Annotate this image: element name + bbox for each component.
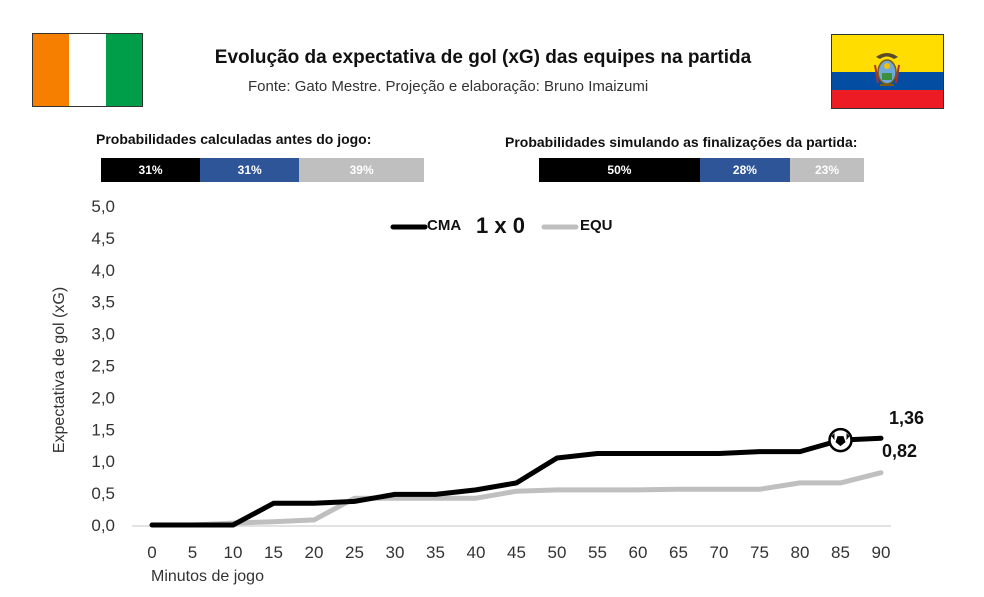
x-tick-label: 25 (345, 543, 364, 562)
pre-game-probabilities-label: Probabilidades calculadas antes do jogo: (96, 131, 372, 147)
ecuador-flag-graphic (832, 35, 943, 108)
x-tick-label: 80 (791, 543, 810, 562)
y-tick-label: 1,5 (91, 420, 115, 439)
x-tick-label: 75 (750, 543, 769, 562)
score-label: 1 x 0 (476, 213, 525, 238)
x-tick-label: 55 (588, 543, 607, 562)
y-tick-label: 0,0 (91, 516, 115, 535)
goal-ball-icon (828, 427, 853, 453)
chart-subtitle: Fonte: Gato Mestre. Projeção e elaboraçã… (248, 78, 649, 95)
legend-cma-label: CMA (427, 217, 461, 234)
pre-game-equ-win-segment: 39% (299, 158, 424, 182)
x-tick-label: 40 (467, 543, 486, 562)
x-tick-label: 45 (507, 543, 526, 562)
x-tick-label: 0 (147, 543, 156, 562)
cma-end-value-label: 1,36 (889, 408, 924, 428)
legend-equ-label: EQU (580, 217, 613, 234)
x-tick-label: 20 (305, 543, 324, 562)
x-tick-label: 65 (669, 543, 688, 562)
equ-end-value-label: 0,82 (882, 441, 917, 461)
flag-stripe-white (69, 34, 106, 106)
coat-of-arms-icon (874, 53, 900, 86)
y-tick-label: 0,5 (91, 484, 115, 503)
simulated-probability-bar: 50% 28% 23% (539, 158, 864, 182)
flag-stripe-red (832, 90, 943, 108)
y-tick-label: 3,5 (91, 293, 115, 312)
series-line-cma (149, 435, 884, 528)
y-tick-label: 3,0 (91, 325, 115, 344)
x-tick-label: 60 (629, 543, 648, 562)
x-tick-label: 35 (426, 543, 445, 562)
series-line-equ (149, 470, 884, 528)
x-tick-label: 90 (872, 543, 891, 562)
x-tick-label: 70 (710, 543, 729, 562)
flag-stripe-green (105, 34, 142, 106)
chart-title: Evolução da expectativa de gol (xG) das … (214, 47, 752, 68)
x-tick-label: 50 (548, 543, 567, 562)
x-tick-label: 30 (386, 543, 405, 562)
pre-game-probability-bar: 31% 31% 39% (101, 158, 424, 182)
y-tick-label: 4,0 (91, 261, 115, 280)
y-tick-label: 4,5 (91, 229, 115, 248)
simulated-equ-win-segment: 23% (789, 158, 864, 182)
x-tick-label: 85 (831, 543, 850, 562)
legend: CMA 1 x 0 EQU (390, 213, 613, 238)
x-tick-label: 10 (224, 543, 243, 562)
ecuador-flag (831, 34, 944, 109)
y-tick-label: 1,0 (91, 452, 115, 471)
y-tick-label: 2,0 (91, 388, 115, 407)
y-axis-label: Expectativa de gol (xG) (51, 287, 68, 453)
x-tick-label: 5 (188, 543, 197, 562)
y-tick-label: 2,5 (91, 357, 115, 376)
simulated-probabilities-label: Probabilidades simulando as finalizações… (505, 134, 858, 150)
x-tick-label: 15 (264, 543, 283, 562)
pre-game-cma-win-segment: 31% (101, 158, 201, 182)
simulated-cma-win-segment: 50% (539, 158, 700, 182)
x-axis-label: Minutos de jogo (151, 568, 264, 585)
simulated-draw-segment: 28% (699, 158, 790, 182)
pre-game-draw-segment: 31% (200, 158, 300, 182)
ivory-coast-flag (32, 33, 143, 107)
y-tick-label: 5,0 (91, 197, 115, 216)
flag-stripe-orange (33, 34, 70, 106)
